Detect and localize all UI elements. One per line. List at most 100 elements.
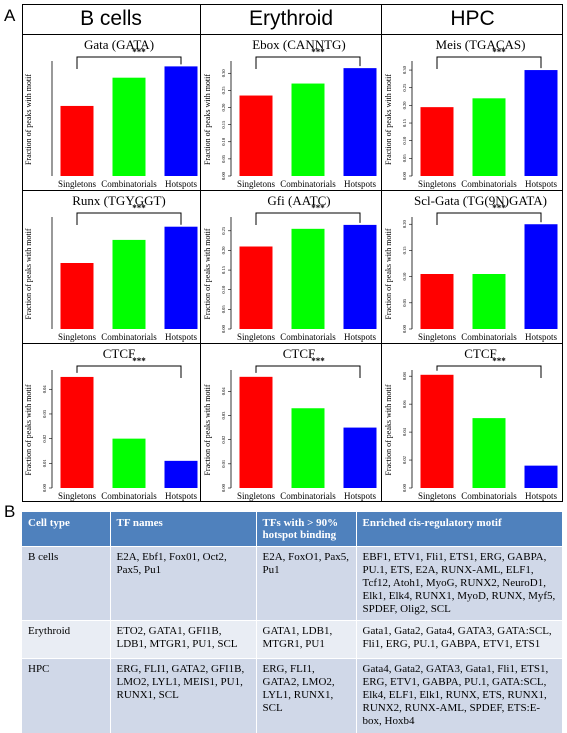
category-label: Hotspots bbox=[165, 179, 198, 189]
y-tick-label: 0.10 bbox=[402, 136, 407, 145]
y-tick-label: 0.25 bbox=[221, 86, 226, 95]
bar-hotspots bbox=[524, 70, 558, 176]
significance-bracket bbox=[255, 56, 361, 69]
category-label: Hotspots bbox=[525, 179, 558, 189]
category-label: Combinatorials bbox=[461, 332, 517, 342]
table-cell: B cells bbox=[22, 546, 111, 621]
y-tick-label: 0.03 bbox=[42, 409, 47, 418]
y-axis-label: Fraction of peaks with motif bbox=[384, 384, 393, 475]
y-tick-label: 0.00 bbox=[402, 324, 407, 333]
bar-hotspots bbox=[524, 224, 558, 329]
significance-bracket bbox=[436, 56, 542, 69]
y-axis-label: Fraction of peaks with motif bbox=[384, 74, 393, 165]
table-cell: Erythroid bbox=[22, 620, 111, 659]
tf-table: Cell type TF names TFs with > 90% hotspo… bbox=[22, 512, 563, 733]
significance-label: *** bbox=[132, 47, 146, 57]
category-label: Combinatorials bbox=[461, 179, 517, 189]
category-label: Singletons bbox=[237, 491, 276, 501]
y-axis-label: Fraction of peaks with motif bbox=[24, 74, 33, 165]
header-tf-names: TF names bbox=[110, 512, 257, 547]
significance-bracket bbox=[436, 365, 542, 378]
bar-singletons bbox=[60, 105, 94, 176]
y-tick-label: 0.06 bbox=[402, 399, 407, 408]
category-label: Singletons bbox=[418, 491, 457, 501]
y-tick-label: 0.15 bbox=[221, 265, 226, 274]
chart-ctcf-hpc: CTCF Fraction of peaks with motif 0.00 0.02… bbox=[384, 346, 558, 501]
category-label: Combinatorials bbox=[101, 491, 157, 501]
category-label: Singletons bbox=[58, 332, 97, 342]
category-label: Hotspots bbox=[165, 332, 198, 342]
bar-singletons bbox=[420, 107, 454, 176]
chart-gata-b-cells: Gata (GATA) Fraction of peaks with motif S… bbox=[24, 37, 198, 189]
bar-combinatorials bbox=[291, 228, 325, 329]
y-tick-label: 0.00 bbox=[221, 171, 226, 180]
significance-bracket bbox=[255, 212, 361, 225]
grid-divider bbox=[22, 190, 563, 191]
category-label: Singletons bbox=[237, 179, 276, 189]
significance-bracket bbox=[76, 56, 182, 69]
category-label: Singletons bbox=[418, 332, 457, 342]
category-label: Hotspots bbox=[344, 332, 377, 342]
bar-hotspots bbox=[164, 460, 198, 488]
grid-divider bbox=[22, 343, 563, 344]
category-label: Singletons bbox=[418, 179, 457, 189]
chart-gfi-erythroid: Gfi (AATC) Fraction of peaks with motif 0.… bbox=[203, 193, 377, 342]
y-tick-label: 0.10 bbox=[221, 137, 226, 146]
table-row: B cells E2A, Ebf1, Fox01, Oct2, Pax5, Pu… bbox=[22, 546, 563, 621]
category-label: Hotspots bbox=[344, 491, 377, 501]
bar-hotspots bbox=[164, 226, 198, 329]
y-tick-label: 0.20 bbox=[402, 220, 407, 229]
y-axis-label: Fraction of peaks with motif bbox=[24, 228, 33, 319]
y-tick-label: 0.15 bbox=[402, 246, 407, 255]
chart-title: Runx (TGYGGT) bbox=[72, 193, 166, 208]
y-tick-label: 0.02 bbox=[221, 436, 226, 444]
y-tick-label: 0.10 bbox=[402, 272, 407, 281]
grid-divider bbox=[22, 34, 563, 35]
bar-combinatorials bbox=[472, 98, 506, 176]
y-tick-label: 0.04 bbox=[42, 385, 47, 394]
panel-b-label: B bbox=[4, 502, 16, 521]
y-tick-label: 0.10 bbox=[221, 285, 226, 294]
y-tick-label: 0.04 bbox=[221, 387, 226, 396]
chart-runx-b-cells: Runx (TGYGGT) Fraction of peaks with moti… bbox=[24, 193, 198, 342]
chart-ctcf-erythroid: CTCF Fraction of peaks with motif 0.00 0.01… bbox=[203, 346, 377, 501]
significance-label: *** bbox=[492, 47, 506, 57]
bar-combinatorials bbox=[291, 83, 325, 176]
y-axis-label: Fraction of peaks with motif bbox=[24, 384, 33, 475]
bar-singletons bbox=[60, 263, 94, 329]
y-tick-label: 0.20 bbox=[402, 101, 407, 110]
table-cell: E2A, FoxO1, Pax5, Pu1 bbox=[256, 546, 357, 621]
y-tick-label: 0.05 bbox=[221, 154, 226, 163]
y-tick-label: 0.00 bbox=[402, 483, 407, 492]
significance-label: *** bbox=[132, 203, 146, 213]
table-cell: ERG, FLI1, GATA2, GFI1B, LMO2, LYL1, MEI… bbox=[110, 658, 257, 733]
chart-title: CTCF bbox=[103, 346, 136, 361]
panel-a-label: A bbox=[4, 6, 16, 25]
chart-title: Scl-Gata (TG(9N)GATA) bbox=[414, 193, 547, 208]
chart-title: Meis (TGACAS) bbox=[436, 37, 526, 52]
grid-divider bbox=[200, 4, 201, 502]
header-enriched-motif: Enriched cis-regulatory motif bbox=[356, 512, 563, 547]
significance-bracket bbox=[76, 365, 182, 378]
y-tick-label: 0.04 bbox=[402, 427, 407, 436]
y-tick-label: 0.25 bbox=[402, 83, 407, 92]
table-row: HPC ERG, FLI1, GATA2, GFI1B, LMO2, LYL1,… bbox=[22, 658, 563, 733]
bar-singletons bbox=[239, 95, 273, 176]
chart-title: Gfi (AATC) bbox=[267, 193, 330, 208]
table-row: Erythroid ETO2, GATA1, GFI1B, LDB1, MTGR… bbox=[22, 620, 563, 659]
category-label: Combinatorials bbox=[101, 179, 157, 189]
category-label: Singletons bbox=[237, 332, 276, 342]
significance-label: *** bbox=[492, 203, 506, 213]
bar-singletons bbox=[239, 246, 273, 329]
y-tick-label: 0.25 bbox=[221, 226, 226, 235]
y-tick-label: 0.00 bbox=[221, 483, 226, 492]
y-axis-label: Fraction of peaks with motif bbox=[203, 384, 212, 475]
significance-bracket bbox=[436, 212, 542, 225]
category-label: Hotspots bbox=[525, 332, 558, 342]
significance-bracket bbox=[76, 212, 182, 225]
y-tick-label: 0.00 bbox=[221, 324, 226, 333]
bar-combinatorials bbox=[291, 408, 325, 488]
y-tick-label: 0.20 bbox=[221, 246, 226, 255]
bar-singletons bbox=[420, 274, 454, 329]
significance-label: *** bbox=[492, 356, 506, 366]
